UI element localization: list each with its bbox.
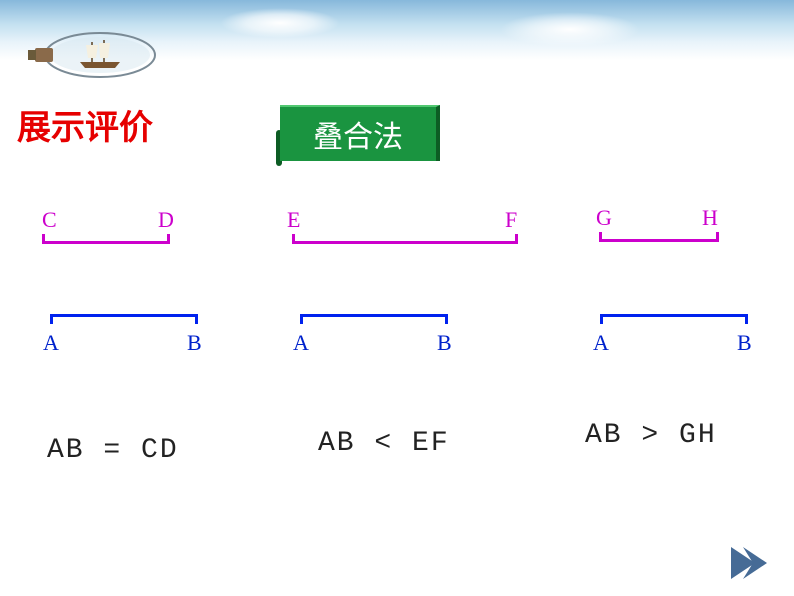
point-label-a2: A (293, 330, 309, 356)
point-label-e: E (287, 207, 300, 233)
point-label-d: D (158, 207, 174, 233)
segment-cd (42, 234, 170, 244)
segment-ab-2 (300, 314, 448, 324)
point-label-b2: B (437, 330, 452, 356)
segment-gh (599, 232, 719, 242)
point-label-a1: A (43, 330, 59, 356)
equation-ab-ef: AB < EF (318, 428, 450, 459)
badge-text: 叠合法 (313, 112, 403, 156)
point-label-b3: B (737, 330, 752, 356)
ship-bottle-decoration (10, 20, 170, 80)
equation-ab-cd: AB = CD (47, 435, 179, 466)
point-label-b1: B (187, 330, 202, 356)
segment-ef (292, 234, 518, 244)
method-badge: 叠合法 (280, 105, 440, 161)
point-label-c: C (42, 207, 57, 233)
segment-ab-3 (600, 314, 748, 324)
point-label-g: G (596, 205, 612, 231)
point-label-h: H (702, 205, 718, 231)
page-title: 展示评价 (17, 100, 153, 149)
segment-ab-1 (50, 314, 198, 324)
point-label-f: F (505, 207, 517, 233)
next-slide-button[interactable] (729, 545, 769, 581)
cloud-decoration (500, 12, 640, 47)
point-label-a3: A (593, 330, 609, 356)
equation-ab-gh: AB > GH (585, 420, 717, 451)
cloud-decoration (220, 8, 340, 38)
